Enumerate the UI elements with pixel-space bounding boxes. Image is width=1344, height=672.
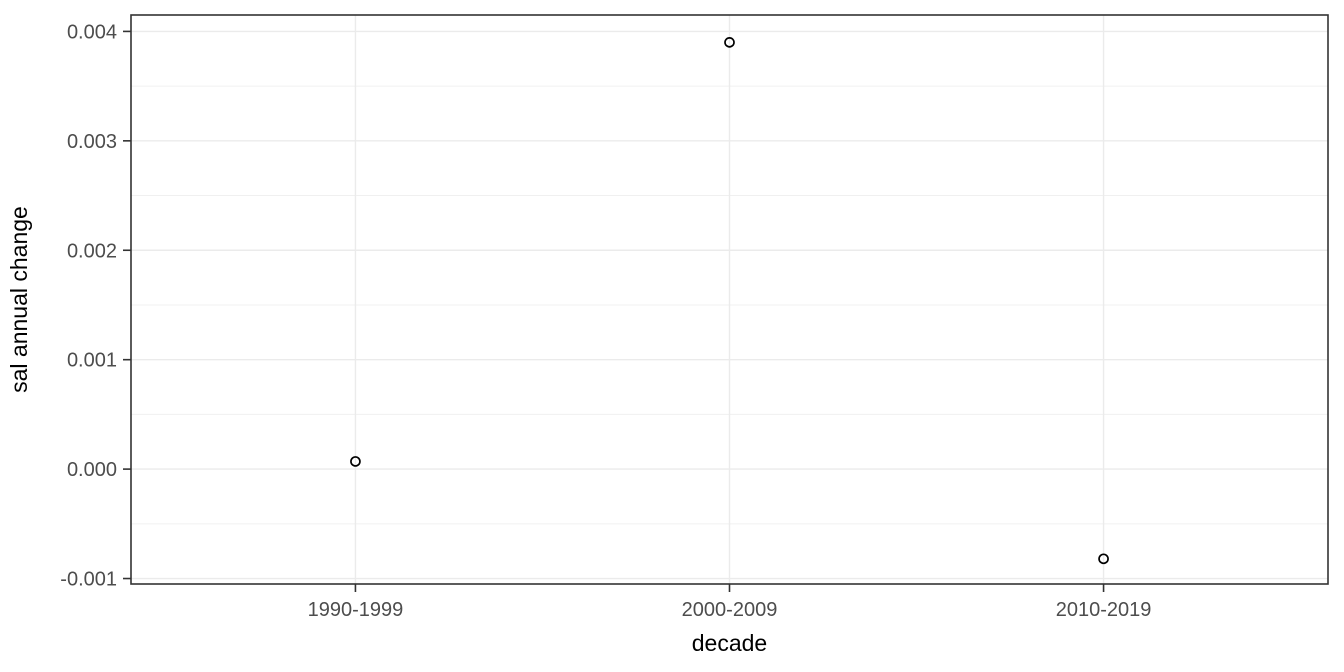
- axis-tick-marks: [123, 30, 1105, 592]
- major-gridlines: [131, 15, 1328, 584]
- data-point: [1098, 553, 1109, 565]
- axis-tick-labels: -0.001 0.000 0.001 0.002 0.003 0.004 1990-1999…: [60, 21, 1151, 621]
- x-tick-label: 2010-2019: [1056, 599, 1152, 621]
- data-points: [350, 37, 1109, 565]
- y-tick-label: -0.001: [60, 569, 117, 591]
- y-tick-label: 0.004: [67, 21, 117, 43]
- x-tick-label: 2000-2009: [682, 599, 778, 621]
- y-tick-label: 0.002: [67, 240, 117, 262]
- y-tick-label: 0.003: [67, 131, 117, 153]
- x-axis-title: decade: [692, 630, 767, 656]
- y-axis-title: sal annual change: [6, 206, 32, 393]
- data-point: [724, 37, 735, 48]
- data-point: [350, 456, 361, 467]
- y-tick-label: 0.001: [67, 350, 117, 372]
- x-tick-label: 1990-1999: [308, 599, 404, 621]
- y-tick-label: 0.000: [67, 459, 117, 481]
